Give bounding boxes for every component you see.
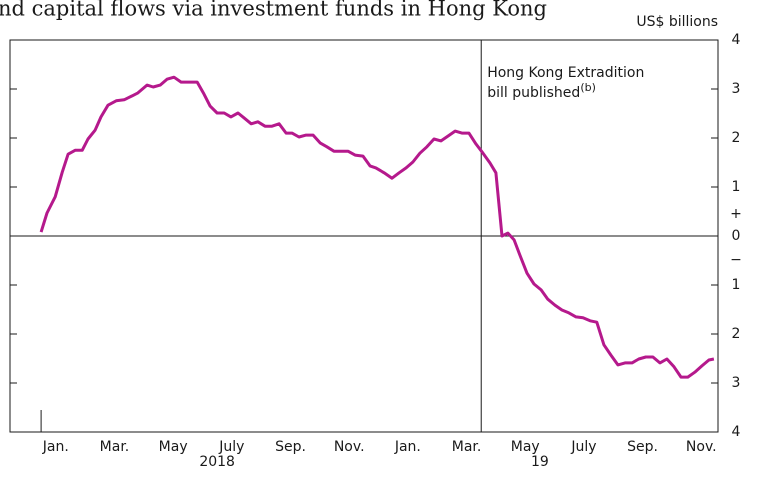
- y-tick-label: 4: [732, 32, 741, 48]
- sign-negative: −: [730, 252, 742, 268]
- y-tick-label: 2: [732, 130, 741, 146]
- x-tick-label: Nov.: [334, 439, 365, 455]
- x-tick-label: Mar.: [452, 439, 482, 455]
- year-label: 2018: [199, 454, 235, 470]
- y-tick-label: 3: [732, 81, 741, 97]
- x-tick-label: July: [570, 439, 596, 455]
- annotation-text: bill published: [487, 85, 580, 101]
- annotation-text: Hong Kong Extradition: [487, 65, 644, 81]
- y-tick-label: 4: [732, 424, 741, 440]
- sign-positive: +: [730, 206, 742, 222]
- y-tick-label: 2: [732, 326, 741, 342]
- x-tick-label: Nov.: [686, 439, 717, 455]
- annotation-note: (b): [580, 81, 596, 94]
- x-tick-label: July: [218, 439, 244, 455]
- chart-title: nd capital flows via investment funds in…: [0, 0, 547, 21]
- x-tick-label: Sep.: [275, 439, 306, 455]
- x-tick-label: Mar.: [100, 439, 130, 455]
- annotation-text: bill published(b): [487, 81, 596, 101]
- y-tick-label: 3: [732, 375, 741, 391]
- series-line: [39, 75, 715, 379]
- y-unit: US$ billions: [636, 14, 718, 30]
- x-tick-label: Jan.: [42, 439, 69, 455]
- y-tick-label: 1: [732, 179, 741, 195]
- y-tick-label: 0: [732, 228, 741, 244]
- y-tick-label: 1: [732, 277, 741, 293]
- year-label: 19: [531, 454, 549, 470]
- x-tick-label: Sep.: [627, 439, 658, 455]
- x-tick-label: Jan.: [394, 439, 421, 455]
- x-tick-label: May: [159, 439, 188, 455]
- x-tick-label: May: [511, 439, 540, 455]
